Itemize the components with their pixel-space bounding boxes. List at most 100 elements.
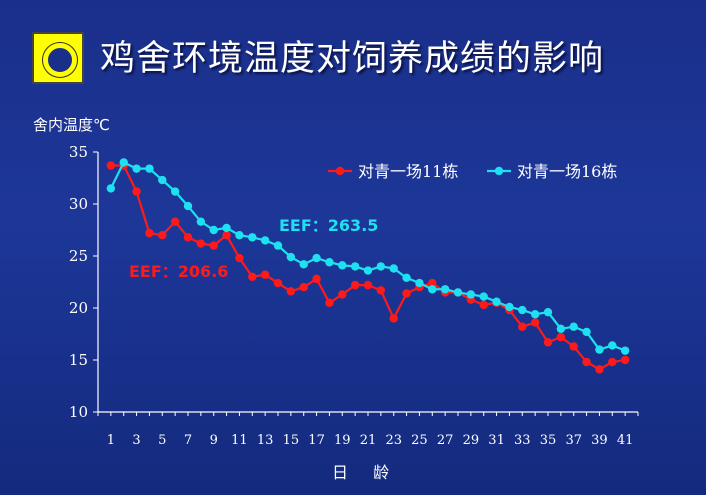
x-tick-label: 11 — [231, 433, 248, 448]
data-point-series-1 — [479, 300, 488, 310]
data-point-series-2 — [235, 231, 244, 240]
y-tick-label: 10 — [69, 403, 88, 421]
data-point-series-2 — [479, 292, 488, 301]
data-point-series-1 — [299, 283, 308, 292]
x-tick-label: 7 — [184, 433, 192, 448]
x-tick-label: 23 — [385, 433, 402, 448]
x-tick-label: 25 — [411, 433, 428, 448]
data-point-series-2 — [158, 175, 167, 185]
data-point-series-1 — [235, 253, 244, 263]
data-point-series-2 — [248, 233, 257, 242]
data-point-series-1 — [350, 280, 360, 290]
x-tick-label: 5 — [158, 433, 166, 448]
data-point-series-2 — [556, 324, 566, 333]
data-point-series-1 — [312, 274, 321, 284]
data-point-series-1 — [286, 287, 296, 296]
data-point-series-2 — [119, 158, 128, 167]
data-point-series-1 — [620, 355, 630, 365]
data-point-series-2 — [389, 264, 398, 273]
ring-icon — [43, 43, 77, 77]
data-point-series-2 — [325, 258, 334, 267]
data-point-series-2 — [286, 252, 296, 262]
x-tick-label: 21 — [360, 433, 377, 448]
data-point-series-1 — [530, 318, 540, 327]
x-tick-label: 29 — [463, 433, 480, 448]
x-tick-label: 3 — [132, 433, 140, 448]
data-point-series-2 — [569, 322, 578, 331]
data-point-series-2 — [608, 341, 617, 350]
data-point-series-2 — [530, 310, 540, 319]
x-tick-label: 13 — [257, 433, 274, 448]
data-point-series-2 — [299, 260, 308, 269]
data-point-series-1 — [363, 280, 373, 290]
data-point-series-1 — [582, 357, 591, 367]
legend-label-2: 对青一场16栋 — [517, 162, 617, 181]
legend-label-1: 对青一场11栋 — [358, 162, 458, 181]
data-point-series-2 — [453, 288, 463, 297]
data-point-series-1 — [196, 239, 206, 248]
data-point-series-1 — [402, 289, 411, 298]
x-tick-label: 35 — [540, 433, 557, 448]
data-point-series-1 — [325, 298, 334, 307]
y-tick-label: 15 — [69, 351, 88, 369]
series-line-2 — [109, 160, 626, 352]
data-point-series-1 — [376, 286, 386, 295]
data-point-series-1 — [556, 332, 566, 342]
x-tick-label: 1 — [107, 433, 115, 448]
x-tick-label: 15 — [283, 433, 300, 448]
y-tick-label: 30 — [69, 195, 88, 213]
x-tick-label: 39 — [591, 433, 608, 448]
data-point-series-2 — [132, 164, 141, 173]
data-point-series-2 — [543, 307, 553, 317]
data-point-series-1 — [170, 217, 180, 226]
data-point-series-2 — [492, 297, 501, 306]
data-point-series-2 — [170, 187, 180, 196]
data-point-series-1 — [145, 228, 154, 238]
data-point-series-1 — [260, 270, 270, 279]
data-point-series-2 — [376, 262, 386, 271]
data-point-series-2 — [273, 241, 283, 250]
data-point-series-1 — [543, 338, 553, 347]
data-point-series-2 — [505, 302, 514, 312]
data-point-series-2 — [338, 261, 347, 270]
data-point-series-1 — [106, 161, 116, 170]
data-point-series-1 — [209, 241, 218, 250]
data-point-series-1 — [518, 322, 527, 331]
title-bullet-icon — [32, 32, 84, 84]
data-point-series-1 — [222, 231, 231, 240]
x-tick-label: 17 — [308, 433, 325, 448]
y-axis-label: 舍内温度℃ — [33, 116, 110, 134]
data-point-series-2 — [350, 262, 360, 271]
x-tick-label: 37 — [565, 433, 582, 448]
x-tick-label: 9 — [210, 433, 218, 448]
data-point-series-2 — [582, 327, 591, 337]
data-point-series-2 — [260, 236, 270, 245]
x-tick-label: 19 — [334, 433, 351, 448]
data-point-series-1 — [132, 187, 141, 196]
legend-marker-2 — [494, 166, 504, 176]
x-axis-label: 日 龄 — [332, 463, 400, 482]
y-tick-label: 20 — [69, 299, 88, 317]
legend-marker-1 — [335, 166, 345, 176]
data-point-series-2 — [183, 201, 193, 211]
x-tick-label: 41 — [617, 433, 634, 448]
x-tick-label: 33 — [514, 433, 531, 448]
data-point-series-1 — [595, 365, 604, 374]
eef-annotation-series-1: EEF：206.6 — [129, 262, 228, 281]
data-point-series-2 — [428, 285, 437, 294]
data-point-series-2 — [415, 278, 424, 288]
eef-annotation-series-2: EEF：263.5 — [279, 216, 378, 235]
data-point-series-1 — [428, 278, 437, 288]
data-point-series-1 — [248, 272, 257, 281]
slide-title: 鸡舍环境温度对饲养成绩的影响 — [100, 39, 605, 79]
x-tick-label: 31 — [488, 433, 505, 448]
data-point-series-1 — [273, 278, 283, 288]
data-point-series-1 — [569, 342, 578, 351]
data-point-series-2 — [209, 225, 218, 235]
data-point-series-2 — [620, 346, 630, 355]
data-point-series-1 — [608, 357, 617, 367]
y-tick-label: 35 — [69, 143, 88, 161]
data-point-series-2 — [466, 290, 476, 299]
data-point-series-2 — [402, 273, 411, 283]
